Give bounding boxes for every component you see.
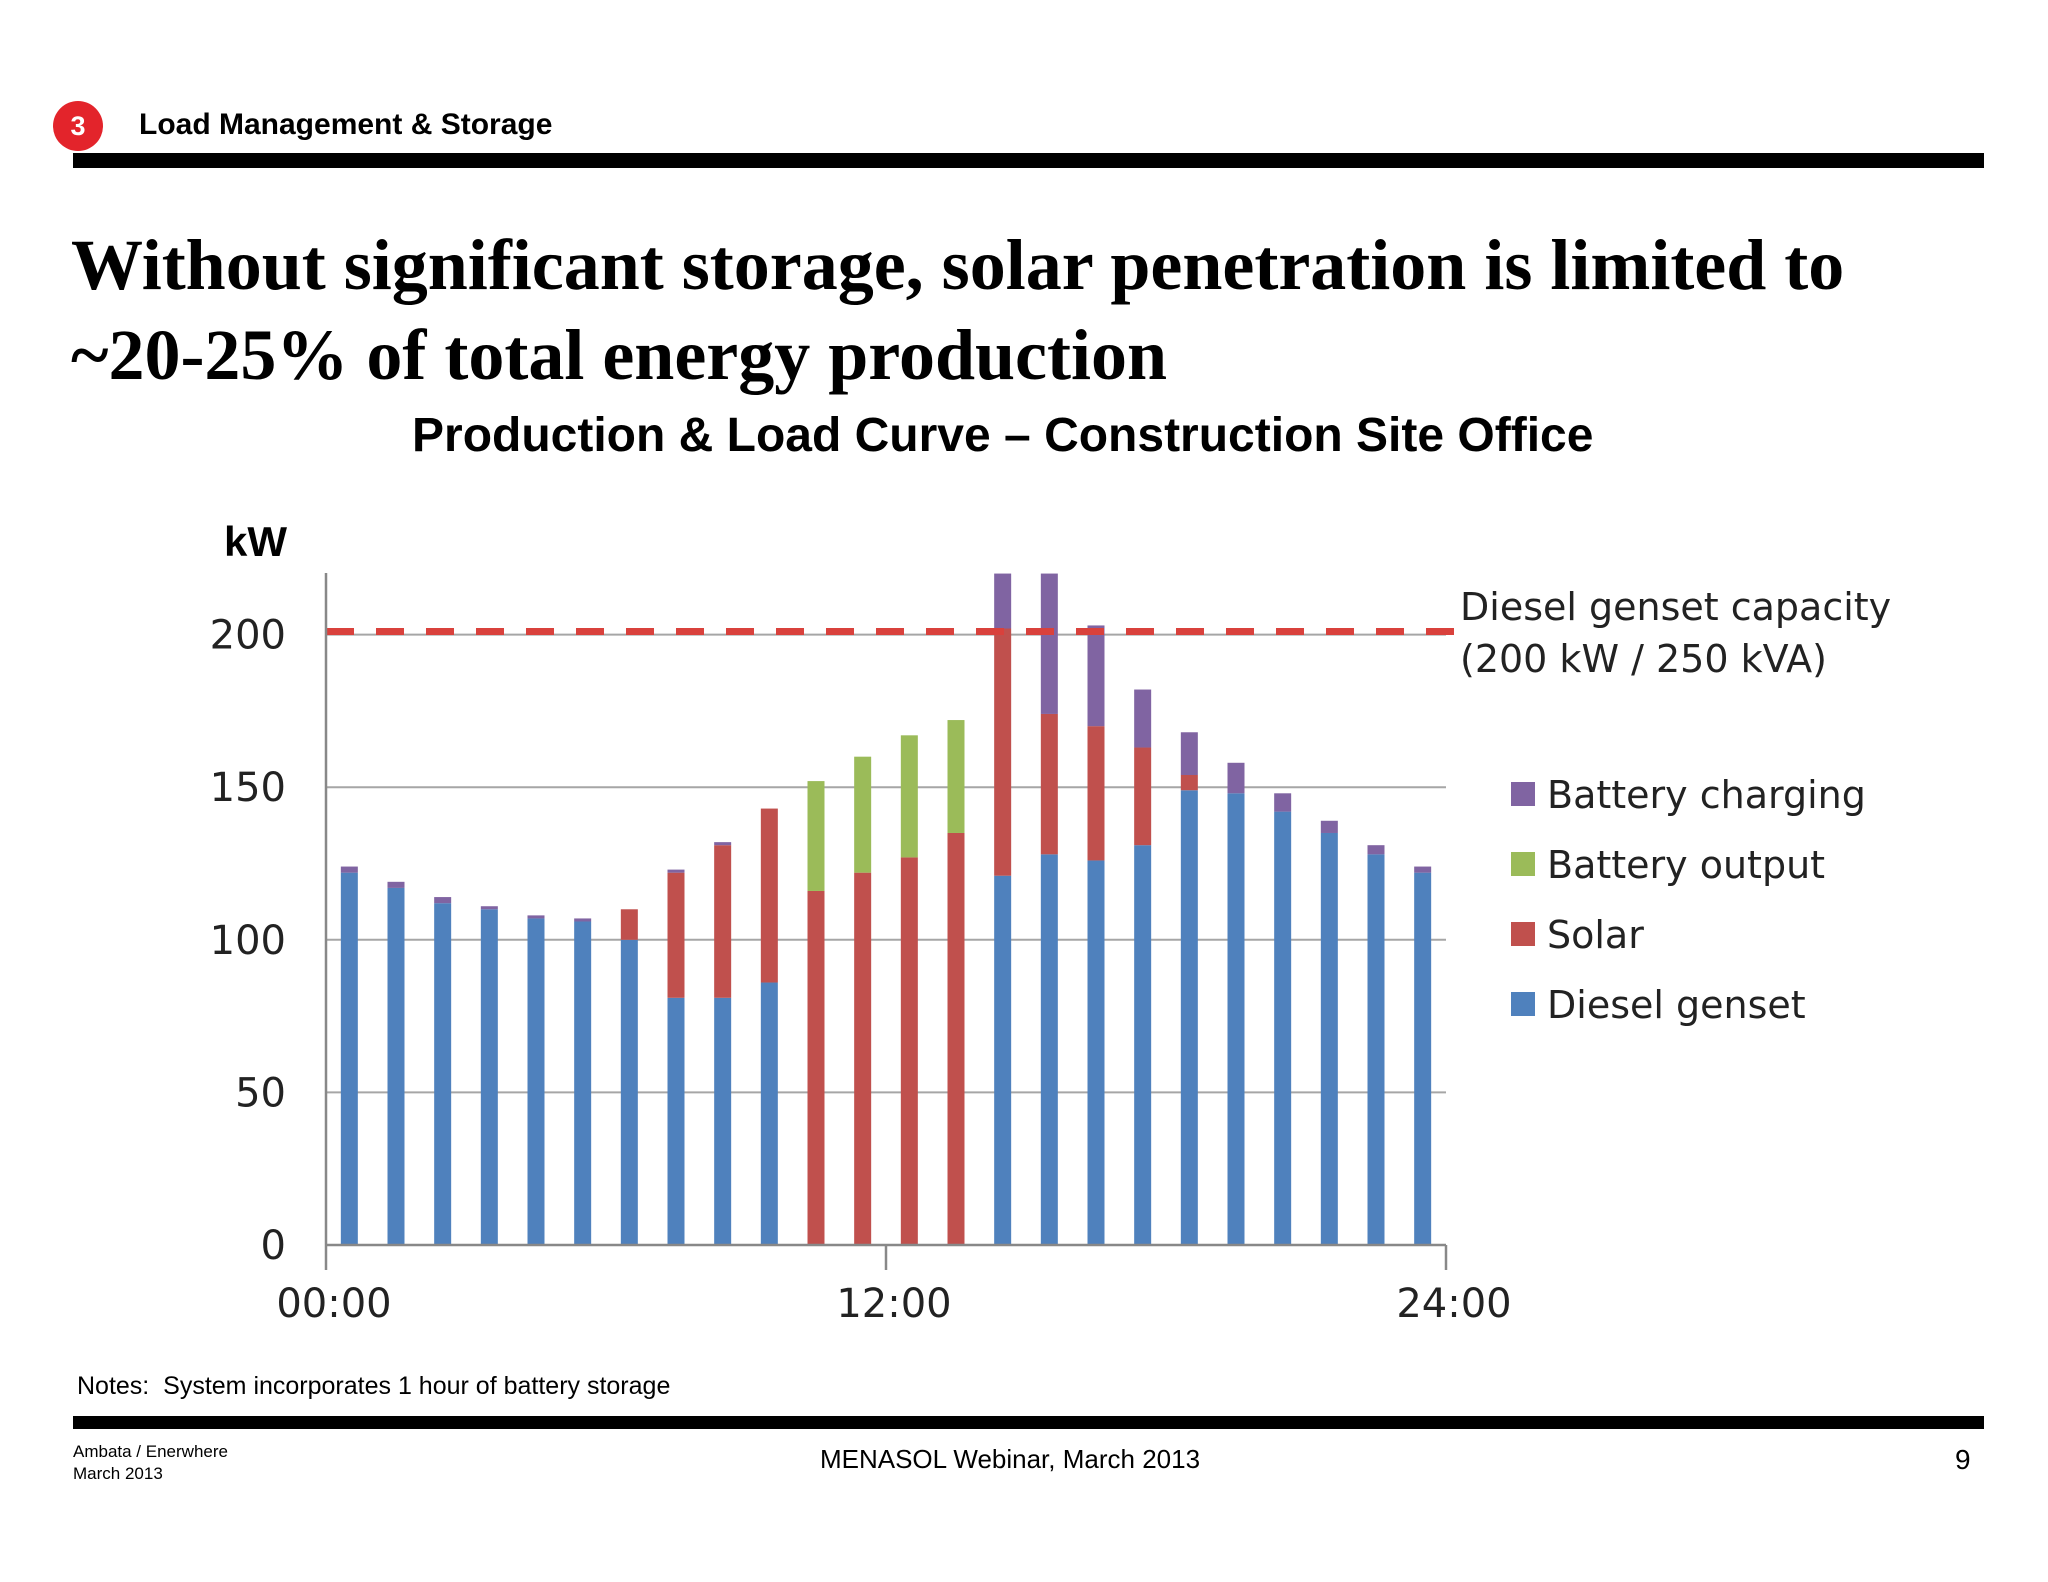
bar-battery_charging-4 xyxy=(480,906,498,910)
bar-battery_charging-23 xyxy=(1367,845,1385,855)
header-rule xyxy=(73,153,1984,168)
bar-battery_charging-6 xyxy=(574,918,592,922)
y-tick-label-200: 200 xyxy=(210,613,286,659)
bar-diesel-20 xyxy=(1227,793,1245,1245)
bar-battery_charging-18 xyxy=(1134,689,1152,748)
bar-battery_charging-2 xyxy=(387,881,405,888)
bar-diesel-7 xyxy=(620,939,638,1245)
production-load-chart: Diesel genset capacity (200 kW / 250 kVA)… xyxy=(210,573,1891,1327)
legend-label-battery_charging: Battery charging xyxy=(1547,773,1866,817)
bar-battery_output-11 xyxy=(807,781,825,891)
bar-solar-9 xyxy=(714,845,732,998)
legend-label-battery_output: Battery output xyxy=(1547,843,1825,887)
bar-battery_charging-19 xyxy=(1180,732,1198,775)
bar-battery_charging-24 xyxy=(1414,866,1432,873)
capacity-label-line1: Diesel genset capacity xyxy=(1460,585,1891,629)
footer-source: Ambata / Enerwhere March 2013 xyxy=(73,1441,228,1485)
legend-swatch-battery_charging xyxy=(1511,782,1535,806)
capacity-label-line2: (200 kW / 250 kVA) xyxy=(1460,637,1827,681)
bar-solar-10 xyxy=(760,808,778,983)
capacity-reference: Diesel genset capacity (200 kW / 250 kVA) xyxy=(326,585,1891,681)
legend-label-diesel: Diesel genset xyxy=(1547,983,1806,1027)
bar-solar-12 xyxy=(854,872,872,1245)
bar-solar-11 xyxy=(807,890,825,1245)
footer-event: MENASOL Webinar, March 2013 xyxy=(819,1444,1201,1474)
x-tick-label-1: 12:00 xyxy=(836,1281,951,1327)
footer-source-line2: March 2013 xyxy=(73,1464,163,1483)
chart-title: Production & Load Curve – Construction S… xyxy=(412,409,1594,462)
y-tick-label-100: 100 xyxy=(210,918,286,964)
page-number: 9 xyxy=(1955,1444,1971,1475)
footer-source-line1: Ambata / Enerwhere xyxy=(73,1442,228,1461)
section-number-badge: 3 xyxy=(53,101,103,151)
y-axis-unit-label: kW xyxy=(224,518,287,565)
x-tick-label-2: 24:00 xyxy=(1396,1281,1511,1327)
bar-diesel-5 xyxy=(527,918,545,1245)
bar-diesel-10 xyxy=(760,982,778,1245)
y-tick-label-150: 150 xyxy=(210,765,286,811)
bar-solar-15 xyxy=(994,628,1012,876)
bar-solar-7 xyxy=(620,909,638,940)
x-tick-label-0: 00:00 xyxy=(276,1281,391,1327)
bar-battery_charging-20 xyxy=(1227,762,1245,794)
bar-solar-18 xyxy=(1134,747,1152,846)
bar-diesel-23 xyxy=(1367,854,1385,1245)
bar-battery_charging-21 xyxy=(1274,793,1292,812)
bar-diesel-8 xyxy=(667,997,685,1245)
bar-battery_charging-17 xyxy=(1087,625,1105,727)
notes: Notes: System incorporates 1 hour of bat… xyxy=(77,1372,671,1400)
bar-diesel-9 xyxy=(714,997,732,1245)
bar-diesel-16 xyxy=(1040,854,1058,1245)
bar-battery_charging-3 xyxy=(434,897,452,904)
bar-battery_output-12 xyxy=(854,756,872,873)
legend-swatch-diesel xyxy=(1511,992,1535,1016)
bar-battery_charging-16 xyxy=(1040,573,1058,714)
section-title: Load Management & Storage xyxy=(139,108,553,141)
bar-solar-19 xyxy=(1180,774,1198,791)
bars xyxy=(340,573,1432,1245)
bar-diesel-24 xyxy=(1414,872,1432,1245)
bar-diesel-6 xyxy=(574,921,592,1245)
legend-swatch-solar xyxy=(1511,922,1535,946)
bar-battery_charging-5 xyxy=(527,915,545,919)
y-tick-label-50: 50 xyxy=(235,1070,286,1116)
legend-swatch-battery_output xyxy=(1511,852,1535,876)
bar-solar-13 xyxy=(900,857,918,1245)
bar-solar-17 xyxy=(1087,726,1105,861)
bar-diesel-4 xyxy=(480,909,498,1245)
bar-battery_charging-8 xyxy=(667,869,685,873)
bar-diesel-15 xyxy=(994,875,1012,1245)
bar-diesel-17 xyxy=(1087,860,1105,1245)
bar-diesel-2 xyxy=(387,887,405,1245)
legend-label-solar: Solar xyxy=(1547,913,1644,957)
bar-diesel-3 xyxy=(434,903,452,1245)
y-tick-label-0: 0 xyxy=(261,1223,286,1269)
bar-diesel-18 xyxy=(1134,845,1152,1245)
bar-solar-16 xyxy=(1040,713,1058,855)
bar-battery_output-13 xyxy=(900,735,918,858)
bar-solar-8 xyxy=(667,872,685,998)
legend: Battery charging Battery output Solar Diese… xyxy=(1511,773,1866,1027)
bar-solar-14 xyxy=(947,832,965,1245)
bar-battery_charging-1 xyxy=(340,866,358,873)
bar-diesel-21 xyxy=(1274,811,1292,1245)
slide-headline: Without significant storage, solar penet… xyxy=(71,225,1845,395)
bar-diesel-1 xyxy=(340,872,358,1245)
bar-battery_charging-15 xyxy=(994,573,1012,629)
axes: 0 50 100 150 200 00:00 12:00 24:00 xyxy=(210,573,1512,1327)
bar-battery_charging-22 xyxy=(1320,820,1338,833)
footer-rule xyxy=(73,1416,1984,1429)
bar-diesel-19 xyxy=(1180,790,1198,1245)
bar-battery_charging-9 xyxy=(714,842,732,846)
bar-diesel-22 xyxy=(1320,832,1338,1245)
bar-battery_output-14 xyxy=(947,720,965,833)
